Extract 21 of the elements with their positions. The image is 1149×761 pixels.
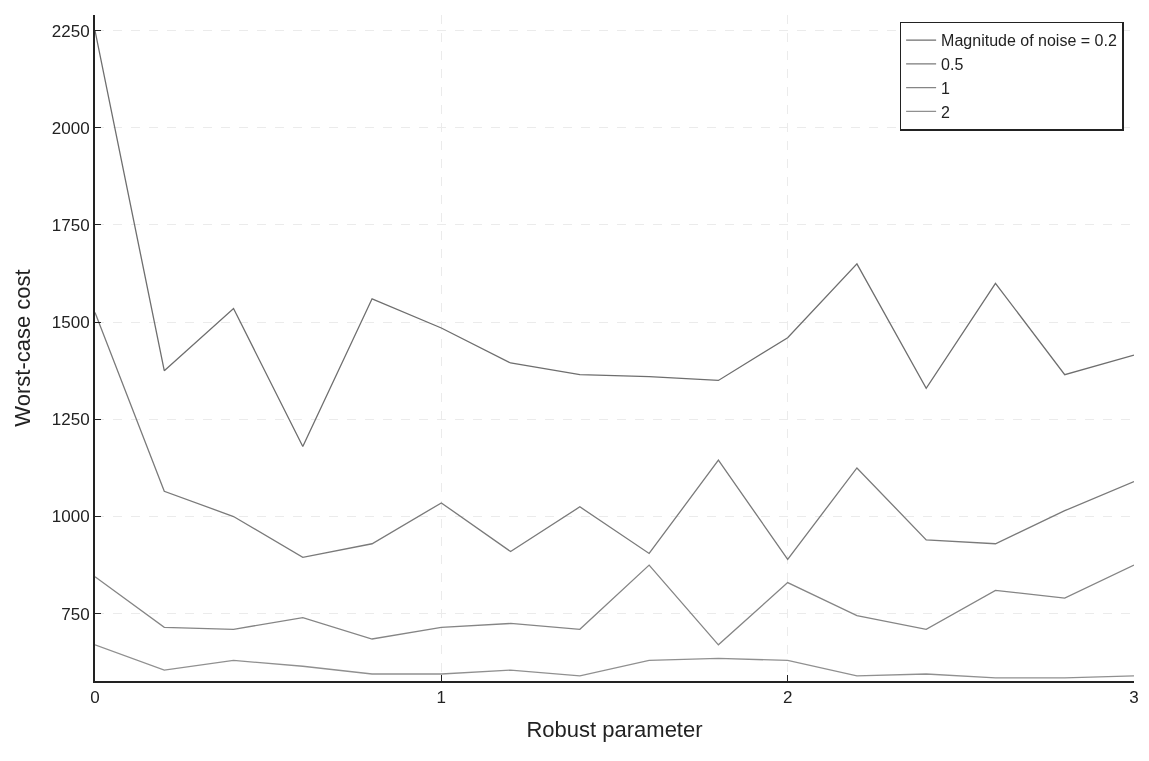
- y-axis-title: Worst-case cost: [10, 269, 36, 427]
- legend-label: Magnitude of noise = 0.2: [941, 32, 1117, 50]
- x-tick-label: 3: [1129, 688, 1139, 708]
- x-tick-label: 0: [90, 688, 100, 708]
- legend-label: 2: [941, 103, 951, 121]
- line-series: [95, 29, 1134, 448]
- y-tick-label: 1500: [51, 313, 90, 333]
- y-tick-label: 1250: [51, 410, 90, 430]
- x-tick-label: 2: [782, 688, 793, 708]
- y-tick-label: 1750: [51, 215, 90, 235]
- legend-label: 0.5: [941, 56, 964, 74]
- line-series: [95, 564, 1134, 646]
- y-tick-label: 750: [61, 604, 90, 624]
- x-axis-title: Robust parameter: [526, 716, 703, 742]
- x-tick-label: 1: [436, 688, 447, 708]
- legend-label: 1: [941, 79, 951, 97]
- line-series: [95, 644, 1134, 679]
- y-tick-label: 1000: [51, 507, 90, 527]
- line-series: [95, 311, 1134, 560]
- y-tick-label: 2250: [51, 21, 90, 41]
- y-tick-label: 2000: [51, 118, 90, 138]
